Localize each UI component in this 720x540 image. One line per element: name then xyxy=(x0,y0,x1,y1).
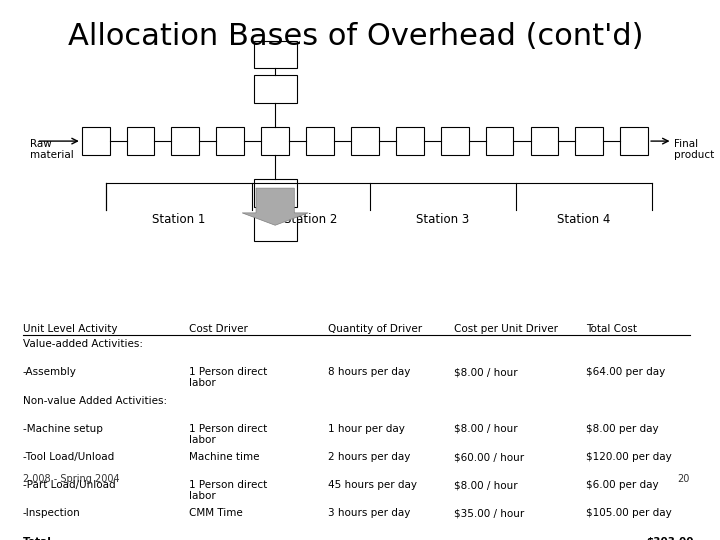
Text: 1 Person direct
labor: 1 Person direct labor xyxy=(189,424,268,444)
Text: 8 hours per day: 8 hours per day xyxy=(328,367,411,377)
Text: -Inspection: -Inspection xyxy=(22,509,81,518)
Text: $64.00 per day: $64.00 per day xyxy=(585,367,665,377)
Text: $6.00 per day: $6.00 per day xyxy=(585,480,658,490)
Text: Allocation Bases of Overhead (cont'd): Allocation Bases of Overhead (cont'd) xyxy=(68,22,644,51)
Bar xyxy=(253,179,297,207)
Text: Station 2: Station 2 xyxy=(284,213,338,226)
Text: -Machine setup: -Machine setup xyxy=(22,424,102,434)
Bar xyxy=(253,76,297,103)
Text: Non-value Added Activities:: Non-value Added Activities: xyxy=(22,396,167,406)
Text: -Part Load/Unload: -Part Load/Unload xyxy=(22,480,115,490)
Text: $105.00 per day: $105.00 per day xyxy=(585,509,671,518)
Text: Machine time: Machine time xyxy=(189,452,260,462)
Text: 20: 20 xyxy=(678,474,690,484)
Bar xyxy=(171,127,199,155)
Text: $60.00 / hour: $60.00 / hour xyxy=(454,452,523,462)
Bar xyxy=(531,127,559,155)
Text: Station 1: Station 1 xyxy=(153,213,206,226)
Text: $8.00 / hour: $8.00 / hour xyxy=(454,367,517,377)
Text: $8.00 / hour: $8.00 / hour xyxy=(454,424,517,434)
Polygon shape xyxy=(242,188,308,225)
Bar xyxy=(217,127,244,155)
Text: 2.008 - Spring 2004: 2.008 - Spring 2004 xyxy=(22,474,120,484)
Bar xyxy=(306,127,334,155)
Text: -Tool Load/Unload: -Tool Load/Unload xyxy=(22,452,114,462)
Bar xyxy=(396,127,423,155)
Bar xyxy=(261,127,289,155)
Text: Unit Level Activity: Unit Level Activity xyxy=(22,325,117,334)
Bar xyxy=(82,127,109,155)
Text: -Assembly: -Assembly xyxy=(22,367,76,377)
Text: Cost per Unit Driver: Cost per Unit Driver xyxy=(454,325,557,334)
Text: 1 hour per day: 1 hour per day xyxy=(328,424,405,434)
Bar xyxy=(575,127,603,155)
Text: Raw
material: Raw material xyxy=(30,139,73,160)
Text: 45 hours per day: 45 hours per day xyxy=(328,480,418,490)
Bar xyxy=(253,41,297,68)
Text: 1 Person direct
labor: 1 Person direct labor xyxy=(189,367,268,388)
Text: Value-added Activities:: Value-added Activities: xyxy=(22,339,143,349)
Text: $120.00 per day: $120.00 per day xyxy=(585,452,671,462)
Text: Station 4: Station 4 xyxy=(557,213,611,226)
Text: Total Cost: Total Cost xyxy=(585,325,636,334)
Text: $8.00 per day: $8.00 per day xyxy=(585,424,658,434)
Bar xyxy=(486,127,513,155)
Text: Total: Total xyxy=(22,537,52,540)
Bar xyxy=(253,214,297,241)
Bar xyxy=(441,127,469,155)
Text: Final
product: Final product xyxy=(674,139,714,160)
Text: $303.00: $303.00 xyxy=(646,537,693,540)
Text: Quantity of Driver: Quantity of Driver xyxy=(328,325,423,334)
Text: Cost Driver: Cost Driver xyxy=(189,325,248,334)
Text: 1 Person direct
labor: 1 Person direct labor xyxy=(189,480,268,501)
Text: 2 hours per day: 2 hours per day xyxy=(328,452,411,462)
Text: $35.00 / hour: $35.00 / hour xyxy=(454,509,523,518)
Text: Station 3: Station 3 xyxy=(416,213,469,226)
Bar xyxy=(351,127,379,155)
Text: $8.00 / hour: $8.00 / hour xyxy=(454,480,517,490)
Bar xyxy=(127,127,154,155)
Text: 3 hours per day: 3 hours per day xyxy=(328,509,411,518)
Bar xyxy=(621,127,648,155)
Text: CMM Time: CMM Time xyxy=(189,509,243,518)
